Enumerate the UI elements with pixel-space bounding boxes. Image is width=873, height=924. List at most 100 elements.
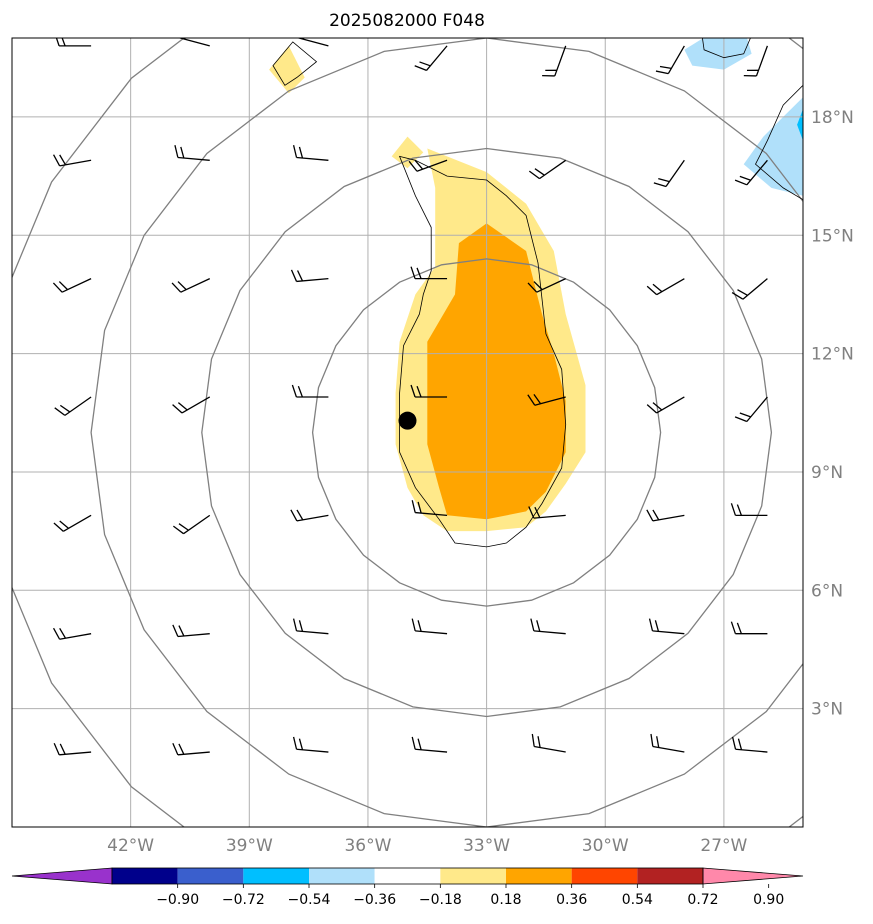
wind-barb [171,278,211,293]
barb-flag [411,618,416,632]
barb-flag [652,402,663,411]
barb-flag [296,270,304,282]
barb-flag [731,292,744,300]
barb-flag [419,61,431,67]
shade-positive-light-north [269,45,305,94]
latitude-labels: 3°N 6°N 9°N 12°N 15°N 18°N [811,108,854,720]
range-ring [311,258,662,607]
barb-flag [533,281,543,291]
barb-flag [52,627,61,640]
barb-flag [178,523,189,531]
barb-flag [536,620,541,632]
barb-flag [646,404,658,414]
wind-barb [530,618,566,635]
wind-barb [531,733,566,753]
colorbar-frame [111,867,704,885]
wind-barb [648,618,685,635]
wind-barb [52,154,92,167]
barb-flag [292,145,298,158]
wind-barb [743,45,769,77]
colorbar-tick-label: 0.72 [687,892,718,908]
wind-barb [172,742,210,756]
barb-flag [55,38,60,47]
barb-flag [59,154,67,166]
barb-flag [172,624,179,637]
lon-tick-label: 33°W [463,836,510,856]
wind-barb [53,514,92,532]
barb-flag [417,738,422,750]
lat-tick-label: 3°N [811,700,843,720]
barb-flag [659,65,672,70]
wind-barb [646,509,685,522]
colorbar-tick-label: −0.90 [156,892,199,908]
barb-flag [414,159,424,170]
contour-ne [702,38,751,59]
barb-flag [171,282,182,293]
barb-flag [528,170,540,180]
lat-tick-label: 15°N [811,226,854,246]
barb-flag [298,146,304,159]
wind-barb [650,733,685,753]
wind-barb [411,618,448,635]
wind-barb [542,45,567,77]
barb-flag [59,404,71,413]
barb-flag [737,738,743,750]
barb-flag [527,282,538,293]
lon-tick-label: 27°W [700,836,747,856]
barb-flag [177,402,188,411]
barb-flag [736,504,743,516]
wind-barb [730,503,768,516]
wind-barb [53,742,92,756]
map-frame [11,37,804,828]
barb-flag [737,289,748,296]
wind-barb [655,45,685,75]
colorbar-segment [112,868,178,884]
colorbar-tick-label: −0.54 [288,892,331,908]
barb-flag [298,620,304,632]
barb-flag [652,283,663,293]
colorbar-tick-label: −0.18 [419,892,462,908]
barb-flag [411,500,416,513]
colorbar-segment [506,868,572,884]
barb-flag [655,70,669,75]
lat-tick-label: 9°N [811,463,843,483]
wind-barb [292,618,329,635]
wind-barb [52,278,92,293]
barb-flag [59,627,67,639]
barb-flag [53,742,60,756]
map-title: 2025082000 F048 [329,11,485,31]
graticule [12,38,803,827]
colorbar-segment [571,868,638,884]
barb-flag [416,267,422,279]
wind-barb [410,266,448,280]
wind-barb [730,621,768,635]
wind-barb [178,38,210,47]
barb-flag [172,525,184,535]
colorbar-segment [177,868,244,884]
barb-flag [658,178,670,183]
wind-barb [290,509,329,522]
colorbar-segment [440,868,506,884]
wind-barb [52,627,92,640]
barb-flag [180,146,185,159]
barb-flag [652,509,660,521]
barb-flag [731,736,737,750]
storm-center-marker [398,411,417,430]
barb-flag [302,38,304,40]
colorbar-segment [243,868,309,884]
wind-barb [54,396,92,416]
shaded-field [269,38,803,532]
barb-flag [730,503,737,516]
barb-flag [531,733,535,747]
barb-flag [528,506,535,519]
barb-flag [172,742,179,756]
lon-tick-label: 42°W [107,836,154,856]
lon-tick-label: 39°W [226,836,273,856]
colorbar-tick-label: 0.36 [556,892,587,908]
range-ring [201,147,773,718]
lat-tick-label: 18°N [811,108,854,128]
colorbar-segment [309,868,375,884]
